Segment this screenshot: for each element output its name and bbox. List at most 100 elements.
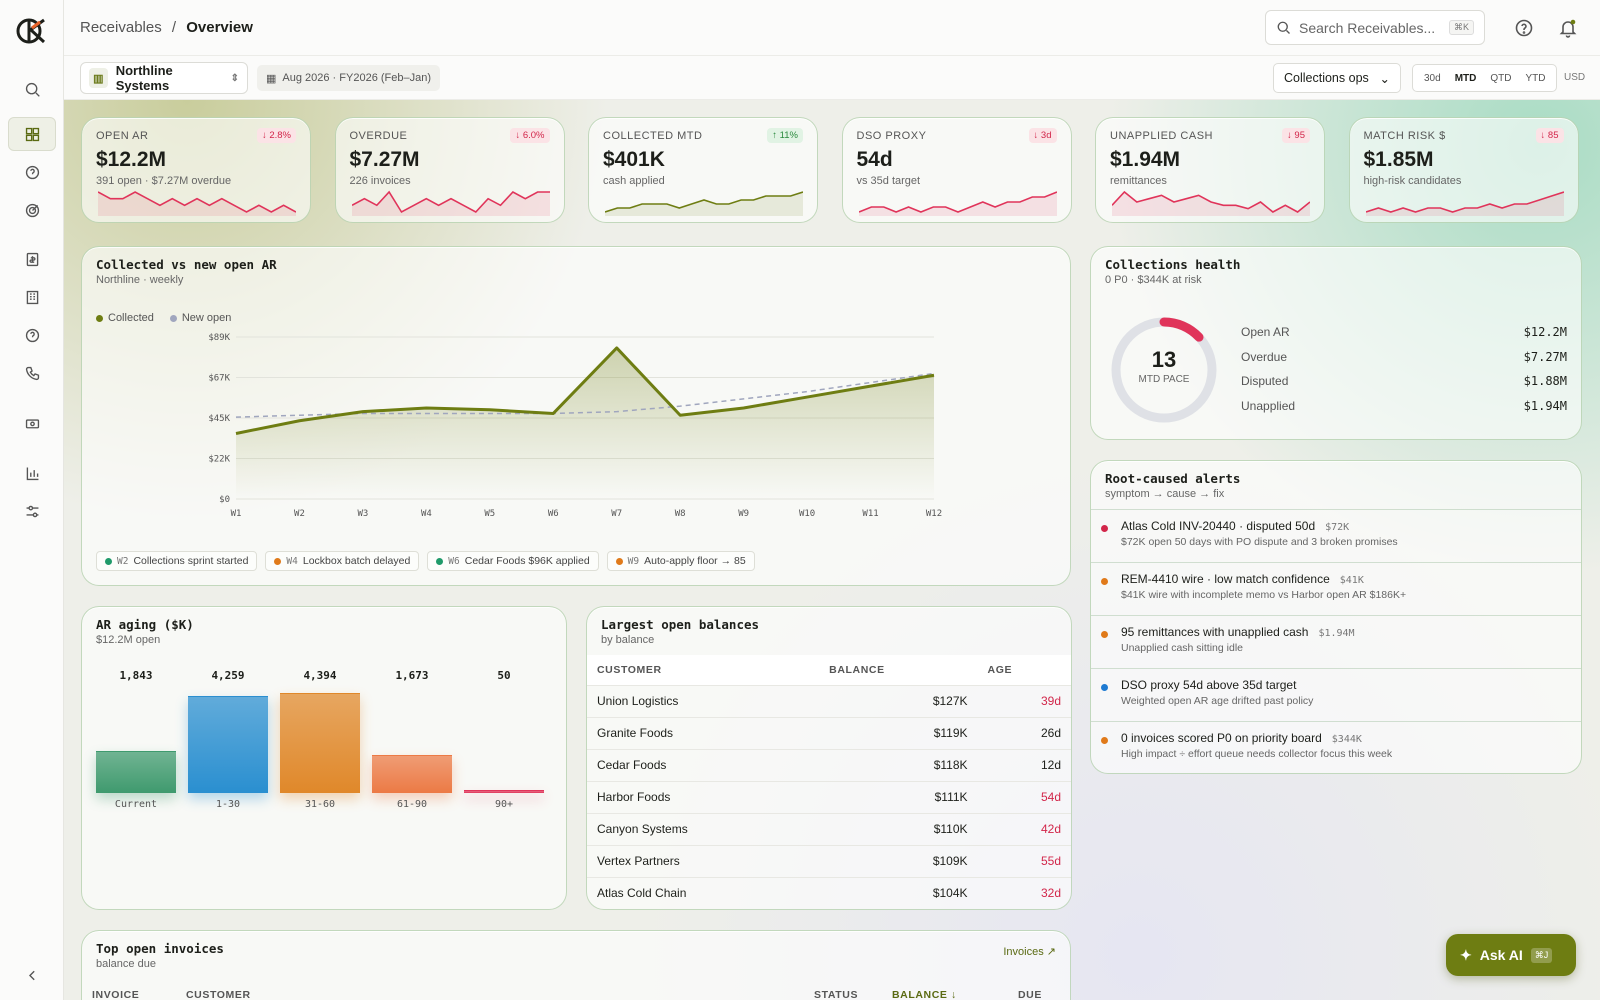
kpi-card[interactable]: OPEN AR $12.2M 391 open · $7.27M overdue… xyxy=(81,117,311,223)
bell-icon[interactable] xyxy=(1558,18,1578,38)
building-icon: ▥ xyxy=(89,68,108,88)
question-icon[interactable] xyxy=(8,318,56,352)
search-shortcut: ⌘K xyxy=(1448,20,1474,35)
legend-collected[interactable]: Collected xyxy=(96,312,154,324)
main-content: OPEN AR $12.2M 391 open · $7.27M overdue… xyxy=(64,100,1600,1000)
col-balance[interactable]: BALANCE xyxy=(829,663,885,676)
customer-cell: Cedar Foods xyxy=(587,748,820,781)
col-customer[interactable]: CUSTOMER xyxy=(186,989,251,1000)
alert-item[interactable]: Atlas Cold INV-20440 · disputed 50d $72K … xyxy=(1091,509,1581,562)
search-input[interactable]: Search Receivables... ⌘K xyxy=(1265,10,1485,45)
card-title: Collected vs new open AR xyxy=(96,257,277,272)
range-qtd[interactable]: QTD xyxy=(1490,72,1512,84)
annotation-chip[interactable]: W9 Auto-apply floor → 85 xyxy=(606,551,755,571)
aging-bar-value: 4,259 xyxy=(211,669,245,682)
search-icon[interactable] xyxy=(8,72,56,106)
annotation-chip[interactable]: W2 Collections sprint started xyxy=(96,551,258,571)
legend-new-open[interactable]: New open xyxy=(169,312,231,324)
y-tick-label: $0 xyxy=(219,495,230,505)
alert-item[interactable]: REM-4410 wire · low match confidence $41K… xyxy=(1091,562,1581,615)
sparkline-line xyxy=(98,191,296,213)
y-tick-label: $67K xyxy=(208,374,230,384)
card-title: AR aging ($K) xyxy=(96,617,194,632)
alert-item[interactable]: DSO proxy 54d above 35d target Weighted … xyxy=(1091,668,1581,721)
period-selector[interactable]: ▦ Aug 2026 · FY2026 (Feb–Jan) xyxy=(257,65,440,91)
x-tick-label: W3 xyxy=(357,509,368,519)
table-row[interactable]: Canyon Systems $110K 42d xyxy=(587,812,1071,845)
invoice-icon[interactable] xyxy=(8,242,56,276)
alert-item[interactable]: 0 invoices scored P0 on priority board $3… xyxy=(1091,721,1581,773)
ask-ai-button[interactable]: ✦ Ask AI ⌘J xyxy=(1446,934,1576,976)
breadcrumb-parent[interactable]: Receivables xyxy=(80,19,162,36)
col-customer[interactable]: CUSTOMER xyxy=(597,663,662,676)
gauge-value: 13 xyxy=(1151,347,1177,372)
app-logo-icon[interactable] xyxy=(16,16,48,46)
bar-chart-icon[interactable] xyxy=(8,456,56,490)
aging-bar[interactable] xyxy=(372,754,452,793)
target-icon[interactable] xyxy=(8,193,56,227)
view-select[interactable]: Collections ops ⌄ xyxy=(1273,63,1401,93)
invoices-link[interactable]: Invoices ↗ xyxy=(1003,946,1056,958)
kpi-sparkline xyxy=(98,191,296,216)
org-selector[interactable]: ▥ Northline Systems ⇕ xyxy=(80,62,248,94)
table-row[interactable]: Cedar Foods $118K 12d xyxy=(587,748,1071,781)
updown-chevron-icon: ⇕ xyxy=(230,72,239,84)
aging-bar[interactable] xyxy=(280,693,360,793)
col-due[interactable]: DUE xyxy=(1018,989,1042,1000)
building-icon[interactable] xyxy=(8,280,56,314)
table-row[interactable]: Atlas Cold Chain $104K 32d xyxy=(587,876,1071,909)
x-tick-label: W2 xyxy=(294,509,305,519)
kpi-card[interactable]: OVERDUE $7.27M 226 invoices ↓ 6.0% xyxy=(334,117,565,223)
range-toggle: 30d MTD QTD YTD xyxy=(1412,64,1558,92)
alert-item[interactable]: 95 remittances with unapplied cash $1.94M… xyxy=(1091,615,1581,668)
health-row: Open AR $12.2M xyxy=(1241,325,1567,339)
kpi-card[interactable]: UNAPPLIED CASH $1.94M remittances ↓ 95 xyxy=(1095,117,1325,223)
balance-cell: $111K xyxy=(819,780,978,813)
customer-cell: Union Logistics xyxy=(587,684,820,717)
aging-bar[interactable] xyxy=(464,790,544,793)
customer-cell: Canyon Systems xyxy=(587,812,820,845)
health-row: Disputed $1.88M xyxy=(1241,374,1567,388)
collapse-chevron-icon[interactable] xyxy=(8,958,56,992)
kpi-delta-badge: ↓ 2.8% xyxy=(256,128,296,143)
phone-icon[interactable] xyxy=(8,356,56,390)
collections-health-card: Collections health 0 P0 · $344K at risk … xyxy=(1090,246,1582,440)
annotation-chip[interactable]: W4 Lockbox batch delayed xyxy=(265,551,420,571)
kpi-sparkline xyxy=(1365,191,1564,216)
currency-label[interactable]: USD xyxy=(1564,72,1586,83)
table-row[interactable]: Harbor Foods $111K 54d xyxy=(587,780,1071,813)
col-balance[interactable]: BALANCE ↓ xyxy=(892,989,957,1000)
kpi-subtext: vs 35d target xyxy=(856,175,921,187)
col-status[interactable]: STATUS xyxy=(814,989,859,1000)
kpi-card[interactable]: COLLECTED MTD $401K cash applied ↑ 11% xyxy=(588,117,818,223)
alert-severity-dot xyxy=(1101,737,1108,744)
range-mtd[interactable]: MTD xyxy=(1454,72,1477,84)
kpi-card[interactable]: MATCH RISK $ $1.85M high-risk candidates… xyxy=(1348,117,1579,223)
help-icon[interactable] xyxy=(1514,18,1534,38)
kpi-sparkline xyxy=(605,191,803,216)
top-bar: Receivables / Overview Search Receivable… xyxy=(64,0,1600,56)
table-row[interactable]: Granite Foods $119K 26d xyxy=(587,716,1071,749)
col-age[interactable]: AGE xyxy=(987,663,1013,676)
sparkline-line xyxy=(351,190,550,214)
range-ytd[interactable]: YTD xyxy=(1525,72,1546,84)
table-row[interactable]: Vertex Partners $109K 55d xyxy=(587,844,1071,877)
col-invoice[interactable]: INVOICE xyxy=(92,989,140,1000)
card-subtitle: symptom → cause → fix xyxy=(1105,488,1225,500)
kpi-subtext: 226 invoices xyxy=(349,175,411,187)
cash-icon[interactable] xyxy=(8,406,56,440)
table-row[interactable]: Union Logistics $127K 39d xyxy=(587,684,1071,717)
aging-bar-value: 1,843 xyxy=(119,669,153,682)
aging-bar[interactable] xyxy=(96,751,176,793)
aging-bar[interactable] xyxy=(188,696,268,793)
help-circle-icon[interactable] xyxy=(8,155,56,189)
annotation-chip[interactable]: W6 Cedar Foods $96K applied xyxy=(427,551,599,571)
range-30d[interactable]: 30d xyxy=(1424,72,1441,84)
alert-severity-dot xyxy=(1101,525,1108,532)
collected-area xyxy=(236,347,934,499)
sliders-icon[interactable] xyxy=(8,494,56,528)
sparkline-area xyxy=(858,192,1057,216)
dashboard-icon[interactable] xyxy=(8,117,56,151)
y-tick-label: $89K xyxy=(208,333,230,343)
kpi-card[interactable]: DSO PROXY 54d vs 35d target ↓ 3d xyxy=(841,117,1072,223)
